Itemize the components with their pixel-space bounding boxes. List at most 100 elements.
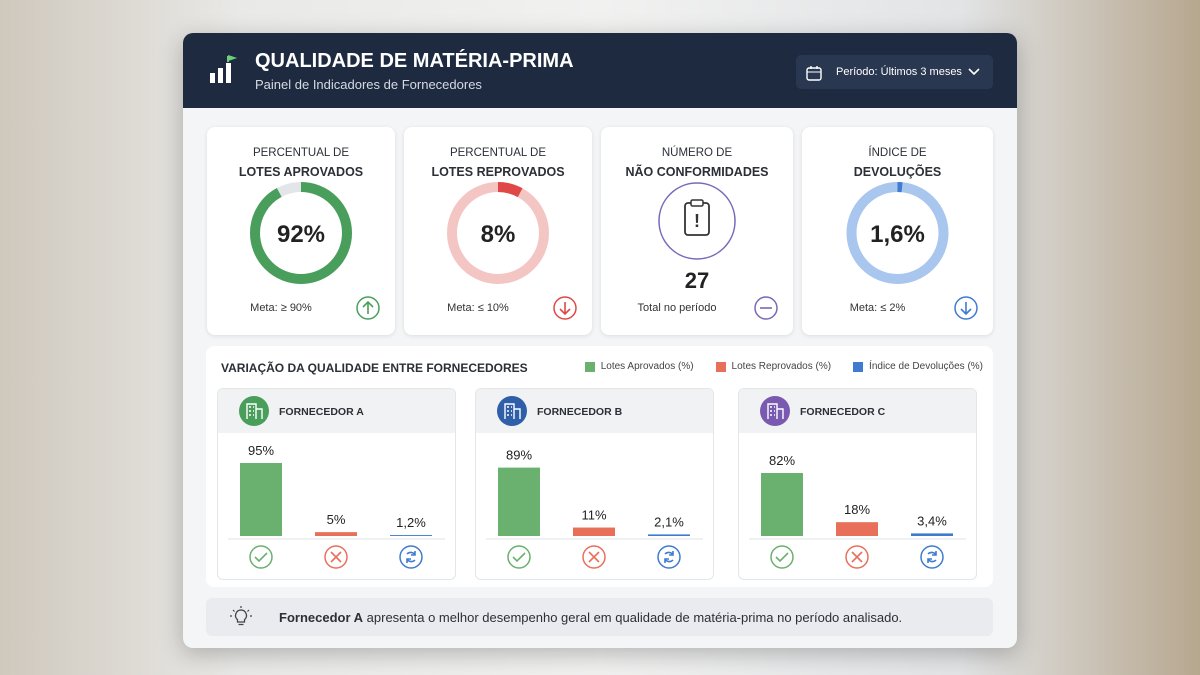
clipboard-clip — [690, 199, 704, 207]
kpi-title-line: NÃO CONFORMIDADES — [625, 165, 769, 179]
kpi-graphic: ! 27 — [658, 182, 736, 293]
gauge-value: 1,6% — [870, 221, 925, 248]
kpi-card: NÚMERO DE NÃO CONFORMIDADES ! 27 Total no pe… — [601, 127, 793, 335]
bar-label: 89% — [506, 448, 532, 463]
bar — [648, 534, 690, 536]
supplier-name: FORNECEDOR C — [800, 406, 886, 418]
period-select[interactable]: Período: Últimos 3 meses — [796, 55, 993, 89]
kpi-title-line: NÚMERO DE — [661, 147, 733, 159]
period-label: Período: Últimos 3 meses — [836, 66, 962, 78]
status-glyph — [851, 551, 863, 563]
building-glyph — [767, 403, 784, 419]
title: QUALIDADE DE MATÉRIA-PRIMA — [255, 50, 574, 72]
status-glyph — [254, 552, 268, 563]
section-title: VARIAÇÃO DA QUALIDADE ENTRE FORNECEDORES — [221, 361, 528, 375]
supplier-box: FORNECEDOR B 89% 11% 2,1% — [475, 388, 714, 580]
bar — [911, 533, 953, 536]
status-ring — [845, 545, 869, 569]
status-glyph — [927, 551, 937, 563]
kpi-title: NÚMERO DE NÃO CONFORMIDADES — [601, 144, 793, 183]
kpi-card: PERCENTUAL DE LOTES APROVADOS 92% Meta: ≥ 9… — [207, 127, 395, 335]
kpi-graphic: 1,6% — [846, 182, 949, 284]
status-glyph — [775, 552, 789, 563]
bar-label: 95% — [248, 443, 274, 458]
kpi-graphic: 8% — [447, 182, 549, 284]
supplier-name: FORNECEDOR B — [537, 406, 623, 418]
gauge-arc — [447, 182, 549, 284]
bar — [315, 532, 357, 536]
legend-label: Lotes Reprovados (%) — [731, 361, 832, 372]
status-glyph — [512, 552, 526, 563]
bar — [573, 527, 615, 536]
status-ring — [507, 545, 531, 569]
kpi-title: PERCENTUAL DE LOTES APROVADOS — [207, 144, 395, 183]
status-ring — [356, 296, 380, 320]
kpi-card: PERCENTUAL DE LOTES REPROVADOS 8% Meta: ≤ 1… — [404, 127, 592, 335]
gauge-value: 92% — [277, 221, 325, 248]
supplier-box: FORNECEDOR C 82% 18% 3,4% — [738, 388, 977, 580]
header: QUALIDADE DE MATÉRIA-PRIMA Painel de Ind… — [183, 33, 1017, 108]
bar-label: 82% — [769, 453, 795, 468]
bar-label: 18% — [844, 502, 870, 517]
status-ring — [770, 545, 794, 569]
gauge-value: 8% — [481, 221, 516, 248]
bar — [240, 463, 282, 536]
status-ring — [324, 545, 348, 569]
kpi-title-line: LOTES APROVADOS — [238, 165, 364, 179]
kpi-graphic: 92% — [250, 182, 352, 284]
logo — [210, 55, 238, 83]
bar-label: 1,2% — [396, 515, 426, 530]
count-icon-ring — [658, 182, 736, 260]
kpi-title-line: DEVOLUÇÕES — [853, 165, 942, 179]
legend-item: Lotes Aprovados (%) — [584, 361, 694, 372]
legend: Lotes Aprovados (%) Lotes Reprovados (%) Í… — [578, 361, 983, 372]
bar — [836, 522, 878, 536]
kpi-goal: Total no período — [637, 302, 717, 314]
kpi-title-line: LOTES REPROVADOS — [431, 165, 565, 179]
supplier-box: FORNECEDOR A 95% 5% 1,2% — [217, 388, 456, 580]
kpi-goal: Meta: ≤ 2% — [849, 302, 906, 314]
legend-swatch — [715, 361, 726, 372]
status-ring — [657, 545, 681, 569]
kpi-title-line: PERCENTUAL DE — [449, 147, 547, 159]
legend-item: Índice de Devoluções (%) — [853, 361, 983, 372]
status-ring — [399, 545, 423, 569]
status-glyph — [362, 300, 374, 314]
status-glyph — [559, 302, 571, 316]
status-ring — [954, 296, 978, 320]
legend-swatch — [584, 361, 595, 372]
status-glyph — [406, 551, 416, 563]
building-glyph — [246, 403, 263, 419]
kpi-title: ÍNDICE DE DEVOLUÇÕES — [802, 144, 993, 183]
subtitle: Painel de Indicadores de Fornecedores — [255, 77, 482, 92]
legend-label: Índice de Devoluções (%) — [869, 361, 983, 372]
status-glyph — [664, 551, 674, 563]
kpi-title-line: PERCENTUAL DE — [252, 147, 350, 159]
status-icon — [954, 296, 978, 320]
dashboard-card: QUALIDADE DE MATÉRIA-PRIMA Painel de Ind… — [183, 33, 1017, 648]
bar — [498, 467, 540, 536]
insight-bold: Fornecedor A — [279, 610, 364, 625]
kpi-goal: Meta: ≥ 90% — [250, 302, 312, 314]
status-ring — [249, 545, 273, 569]
supplier-section: VARIAÇÃO DA QUALIDADE ENTRE FORNECEDORES… — [206, 346, 993, 587]
status-glyph — [330, 551, 342, 563]
insight-rest: apresenta o melhor desempenho geral em q… — [366, 610, 903, 625]
bar-label: 5% — [327, 512, 346, 527]
insight-text: Fornecedor A apresenta o melhor desempen… — [279, 610, 902, 625]
kpi-goal: Meta: ≤ 10% — [447, 302, 509, 314]
gauge-arc — [846, 182, 949, 284]
legend-item: Lotes Reprovados (%) — [715, 361, 832, 372]
kpi-title-line: ÍNDICE DE — [868, 147, 927, 159]
status-ring — [553, 296, 577, 320]
status-icon — [553, 296, 577, 320]
status-ring — [582, 545, 606, 569]
kpi-title: PERCENTUAL DE LOTES REPROVADOS — [404, 144, 592, 183]
legend-label: Lotes Aprovados (%) — [600, 361, 694, 372]
gauge-arc — [250, 182, 352, 284]
status-icon — [356, 296, 380, 320]
insight-bar: Fornecedor A apresenta o melhor desempen… — [206, 598, 993, 636]
status-icon — [754, 296, 778, 320]
status-ring — [754, 296, 778, 320]
